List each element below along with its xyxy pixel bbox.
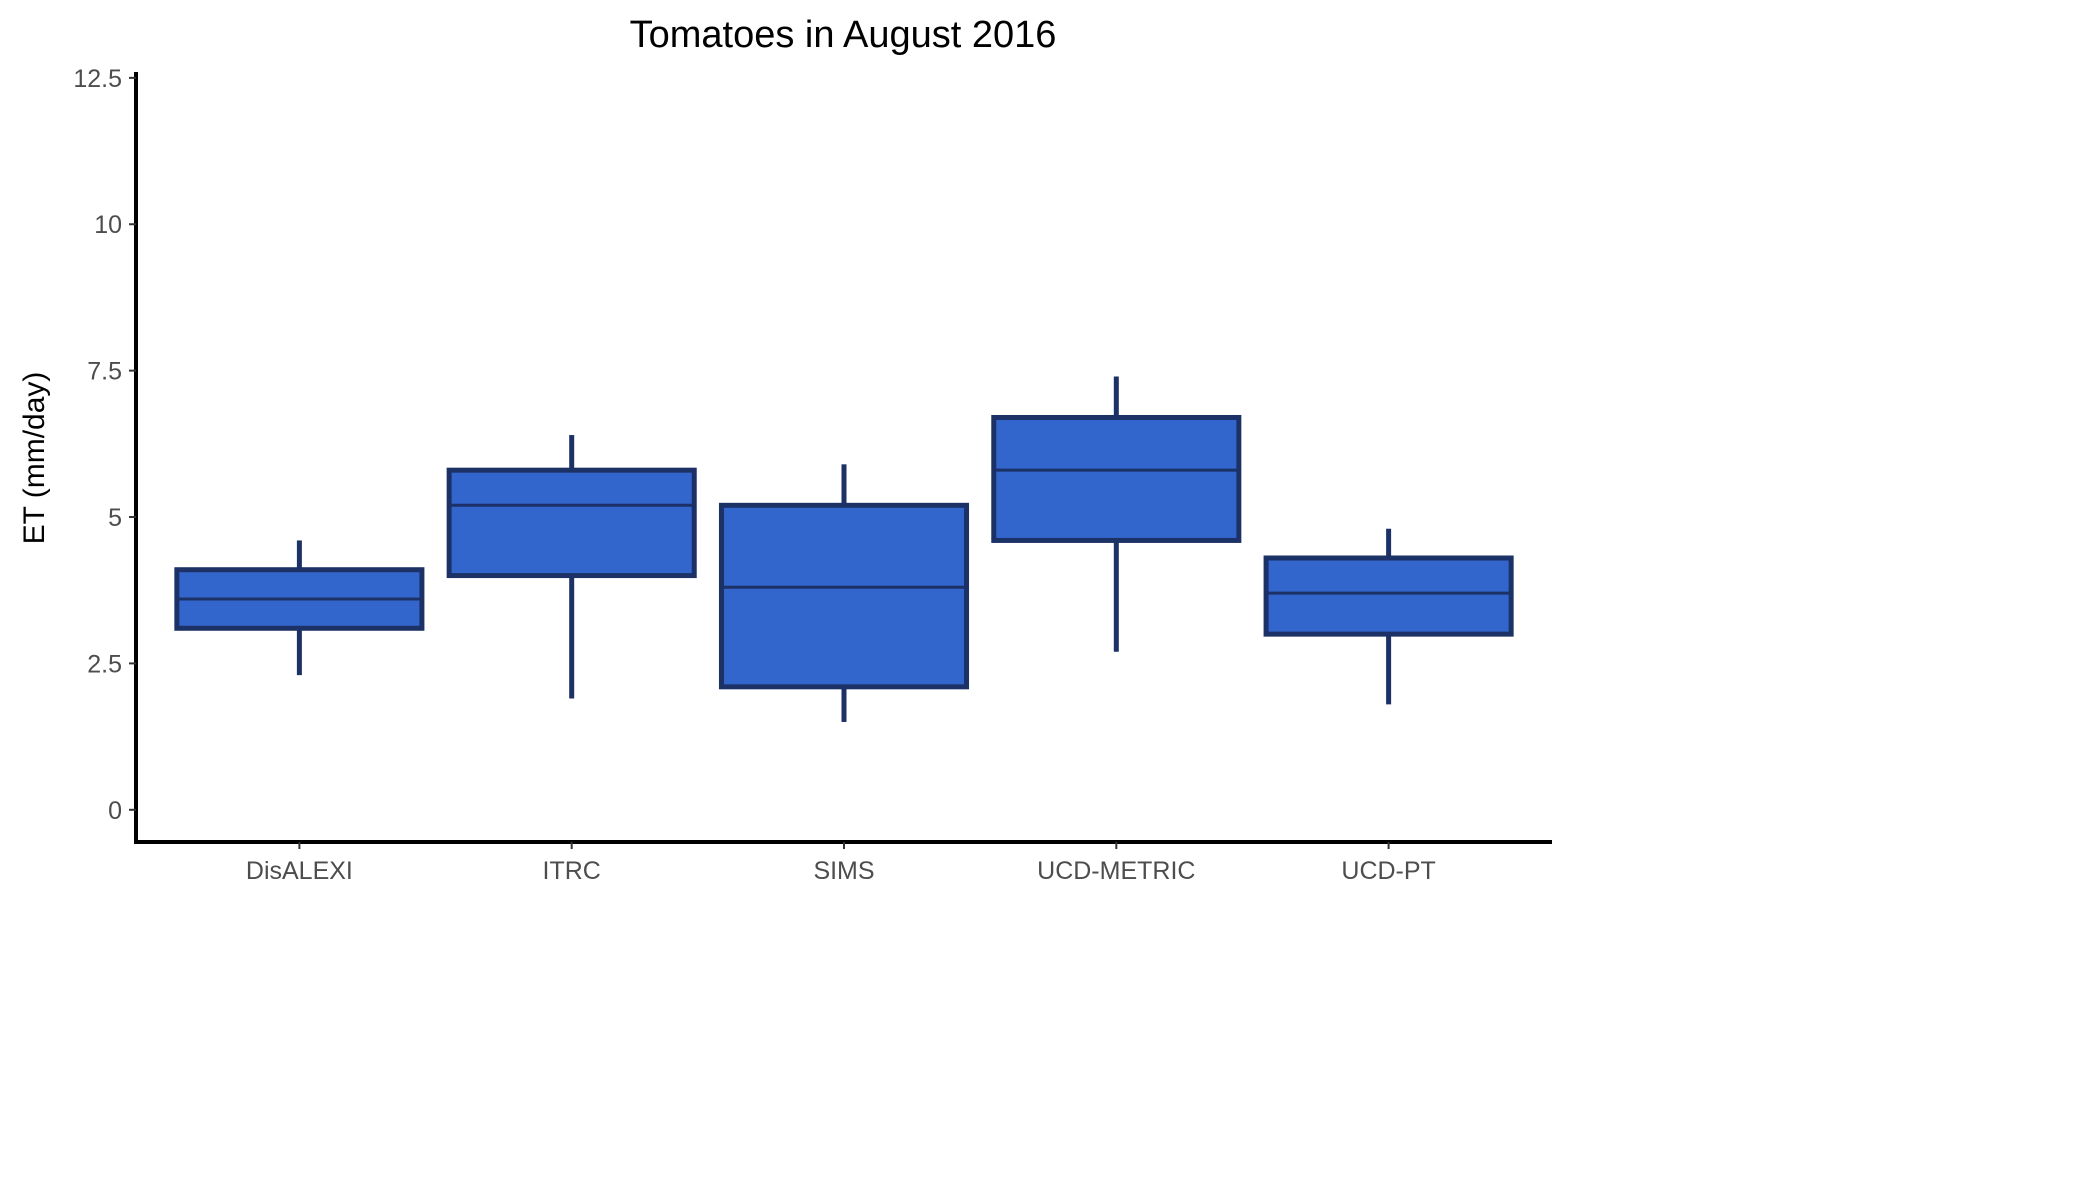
box-ucd-pt xyxy=(1263,528,1514,705)
x-tick-label: UCD-METRIC xyxy=(1037,857,1195,885)
chart-title: Tomatoes in August 2016 xyxy=(630,14,1057,56)
x-tick-label: ITRC xyxy=(543,857,601,885)
box-iqr xyxy=(446,467,697,579)
boxplot-chart: Tomatoes in August 2016 ET (mm/day) 0 2.5… xyxy=(18,14,1552,885)
x-tick-label: DisALEXI xyxy=(246,857,353,885)
boxes-layer xyxy=(174,376,1514,722)
y-tick-label: 10 xyxy=(94,211,122,239)
y-tick-label: 7.5 xyxy=(87,358,122,386)
box-iqr xyxy=(991,414,1242,543)
y-tick-label: 2.5 xyxy=(87,650,122,678)
y-tick-label: 0 xyxy=(108,797,122,825)
y-axis-label: ET (mm/day) xyxy=(18,372,51,545)
box-sims xyxy=(718,464,970,722)
box-disalexi xyxy=(174,540,425,676)
y-tick-label: 12.5 xyxy=(73,65,122,93)
box-itrc xyxy=(446,435,697,699)
axes-layer: 0 2.5 5 7.5 10 12.5 DisALEXI ITRC SIMS UCD-METRIC… xyxy=(73,65,1552,885)
x-tick-label: UCD-PT xyxy=(1341,857,1435,885)
x-tick-label: SIMS xyxy=(813,857,874,885)
y-tick-label: 5 xyxy=(108,504,122,532)
box-ucd-metric xyxy=(991,376,1242,652)
box-iqr xyxy=(718,502,970,690)
box-iqr xyxy=(1263,555,1514,637)
chart-container: Tomatoes in August 2016 ET (mm/day) 0 2.5… xyxy=(18,14,1552,885)
